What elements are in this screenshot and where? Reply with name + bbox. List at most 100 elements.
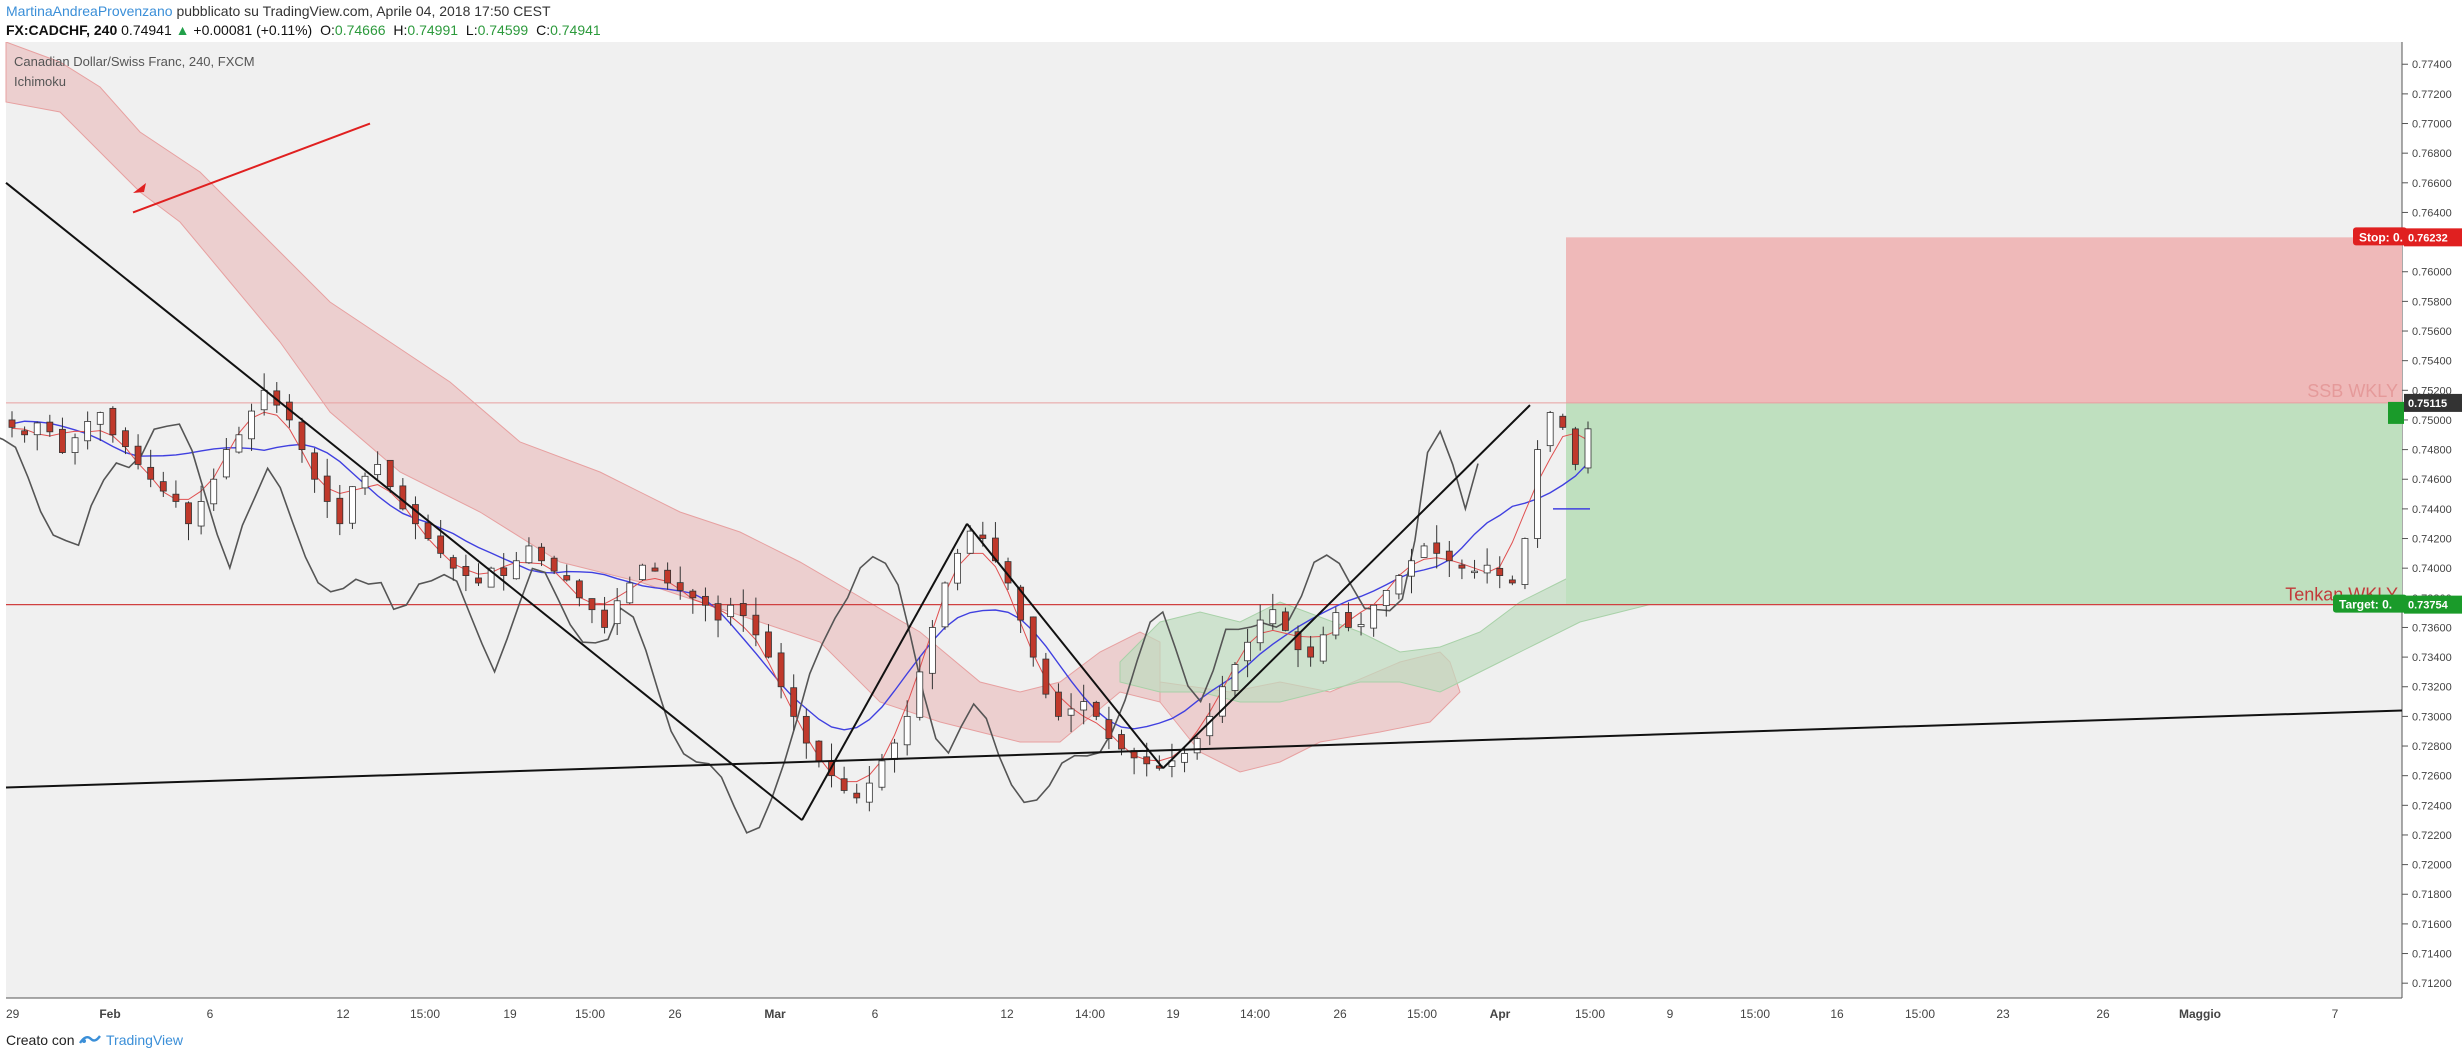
candle-body-down bbox=[1118, 734, 1125, 750]
candle bbox=[374, 451, 382, 480]
indicator-name[interactable]: Ichimoku bbox=[14, 74, 67, 89]
candle-body-down bbox=[1433, 542, 1441, 554]
candle-body-down bbox=[59, 428, 66, 453]
candle-body-down bbox=[134, 445, 142, 465]
candle bbox=[689, 588, 697, 614]
publish-info: pubblicato su TradingView.com, Aprile 04… bbox=[176, 3, 551, 19]
candle-body-up bbox=[361, 475, 369, 489]
candle bbox=[1105, 706, 1113, 750]
time-tick-label: 6 bbox=[872, 1007, 879, 1021]
candle-body-up bbox=[374, 464, 382, 476]
candle-body-down bbox=[46, 421, 54, 433]
candle-body-down bbox=[802, 715, 810, 744]
candle bbox=[386, 459, 394, 494]
candle bbox=[1395, 574, 1403, 600]
candle-body-up bbox=[1471, 570, 1478, 574]
candle-body-down bbox=[311, 452, 318, 480]
candle-body-down bbox=[1307, 646, 1315, 658]
candle-body-down bbox=[538, 546, 545, 562]
high-value: 0.74991 bbox=[407, 22, 459, 38]
candle bbox=[1458, 559, 1466, 580]
price-tick-label: 0.77000 bbox=[2412, 119, 2452, 131]
candle-body-up bbox=[1483, 564, 1491, 574]
candle bbox=[802, 708, 810, 759]
made-with-text: Creato con bbox=[6, 1032, 75, 1048]
candle-body-up bbox=[626, 582, 634, 604]
time-tick-label: 26 bbox=[1333, 1007, 1347, 1021]
candle-body-up bbox=[222, 449, 230, 478]
candle bbox=[197, 485, 205, 535]
candle bbox=[222, 437, 230, 480]
candle bbox=[840, 766, 848, 794]
candle bbox=[601, 596, 608, 634]
up-arrow-icon: ▲ bbox=[175, 22, 190, 38]
candle-body-down bbox=[1571, 428, 1579, 465]
candle-body-up bbox=[1319, 634, 1327, 662]
candle bbox=[1584, 421, 1592, 474]
candle bbox=[475, 563, 482, 586]
candle-body-down bbox=[1458, 564, 1466, 569]
time-tick-label: 9 bbox=[1667, 1007, 1674, 1021]
ichimoku-cloud bbox=[5, 42, 1731, 773]
candle bbox=[59, 417, 66, 454]
candle-body-down bbox=[475, 577, 482, 584]
candle-body-up bbox=[966, 530, 974, 554]
price-tick-label: 0.75000 bbox=[2412, 415, 2452, 427]
candle-body-up bbox=[1218, 686, 1226, 717]
candle-body-up bbox=[941, 582, 949, 628]
candle-body-down bbox=[714, 603, 722, 621]
candle bbox=[727, 597, 735, 626]
candle bbox=[790, 674, 798, 731]
candle bbox=[1244, 628, 1251, 678]
time-tick-label: Feb bbox=[99, 1007, 120, 1021]
candle-body-up bbox=[260, 389, 268, 411]
candle bbox=[109, 406, 117, 443]
chart-legend: Canadian Dollar/Swiss Franc, 240, FXCM I… bbox=[14, 52, 255, 92]
pointer-arrow-line bbox=[132, 122, 371, 214]
candle-body-down bbox=[1445, 550, 1453, 562]
time-tick-label: 16 bbox=[1830, 1007, 1844, 1021]
time-tick-label: 23 bbox=[1996, 1007, 2010, 1021]
candle-body-down bbox=[588, 598, 596, 611]
price-tick-label: 0.76000 bbox=[2412, 267, 2452, 279]
author-link[interactable]: MartinaAndreaProvenzano bbox=[6, 3, 173, 19]
price-tick-label: 0.76400 bbox=[2412, 207, 2452, 219]
downtrend-line bbox=[5, 182, 803, 821]
candle bbox=[1256, 604, 1264, 651]
candle-body-up bbox=[916, 671, 924, 718]
candle-body-up bbox=[512, 560, 520, 580]
candle bbox=[159, 471, 167, 497]
candle bbox=[1571, 426, 1579, 471]
candle-body-down bbox=[8, 419, 16, 428]
candle-body-down bbox=[1029, 616, 1037, 658]
price-tick-label: 0.74000 bbox=[2412, 563, 2452, 575]
candle bbox=[954, 548, 961, 591]
candle bbox=[1029, 616, 1037, 667]
price-change: +0.00081 (+0.11%) bbox=[193, 22, 313, 38]
candle-body-down bbox=[122, 430, 129, 448]
symbol-label: FX:CADCHF, 240 bbox=[6, 22, 118, 38]
target-zone bbox=[1566, 402, 2402, 605]
candle-body-up bbox=[891, 742, 898, 760]
candle bbox=[1269, 593, 1277, 630]
candle bbox=[46, 414, 54, 437]
candle-body-down bbox=[386, 459, 394, 488]
candle bbox=[8, 411, 16, 438]
price-tick-label: 0.74800 bbox=[2412, 445, 2452, 457]
candle bbox=[1092, 700, 1100, 721]
candle-body-down bbox=[1559, 415, 1567, 428]
position-marker-icon bbox=[2388, 401, 2404, 424]
tradingview-link[interactable]: TradingView bbox=[106, 1032, 184, 1048]
candle bbox=[96, 411, 104, 442]
candle bbox=[33, 421, 41, 451]
candle bbox=[1471, 559, 1478, 579]
candle-body-down bbox=[664, 569, 672, 584]
price-tick-label: 0.74200 bbox=[2412, 534, 2452, 546]
target-price-bg bbox=[2404, 595, 2462, 614]
candle-body-up bbox=[487, 567, 495, 588]
price-tick-label: 0.73000 bbox=[2412, 711, 2452, 723]
candle bbox=[714, 595, 722, 638]
candle bbox=[1055, 683, 1062, 721]
candle-body-down bbox=[462, 566, 470, 576]
